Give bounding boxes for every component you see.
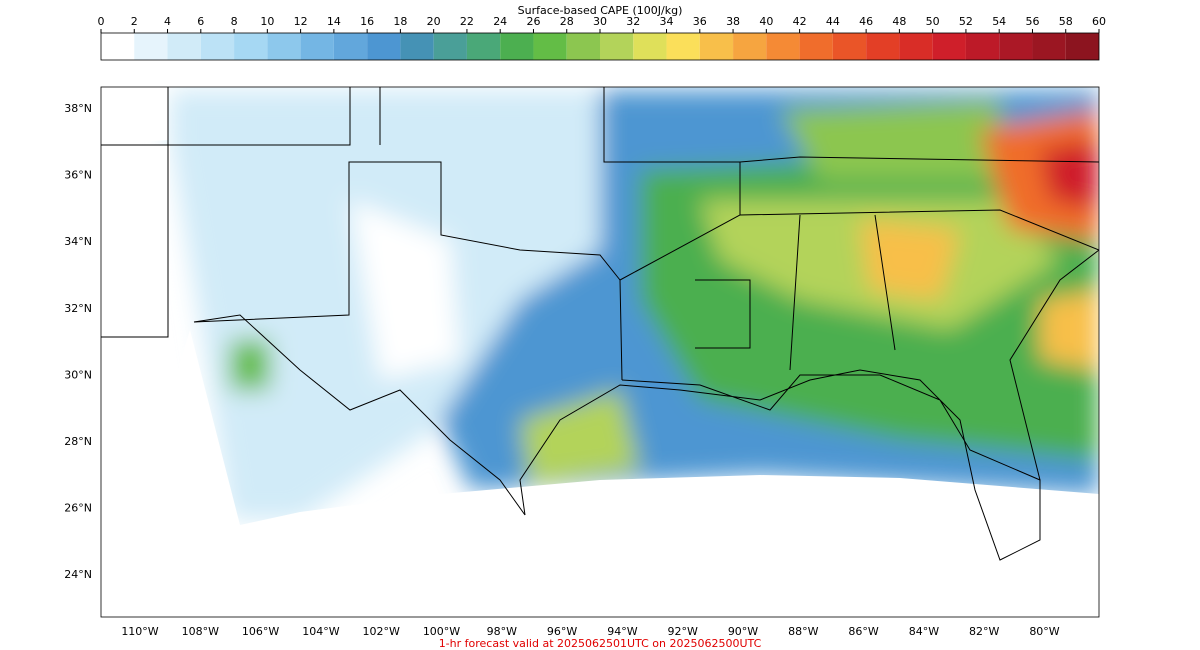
colorbar-tick-label: 14 — [327, 15, 341, 28]
map-frame — [100, 86, 1100, 618]
colorbar-bin — [500, 33, 534, 60]
colorbar-tick-label: 60 — [1092, 15, 1106, 28]
colorbar-tick-label: 28 — [560, 15, 574, 28]
axis-labels: 38°N 36°N 34°N 32°N 30°N 28°N 26°N 24°N 110°W 108… — [64, 102, 1060, 638]
colorbar-tick-label: 30 — [593, 15, 607, 28]
colorbar-tick-label: 34 — [660, 15, 674, 28]
lon-label: 98°W — [487, 625, 517, 638]
colorbar-tick-label: 18 — [393, 15, 407, 28]
colorbar-bin — [832, 33, 867, 60]
colorbar-tick-label: 12 — [294, 15, 308, 28]
colorbar-bin — [699, 33, 734, 60]
colorbar-tick-label: 20 — [427, 15, 441, 28]
lon-label: 108°W — [182, 625, 219, 638]
colorbar-tick-label: 50 — [926, 15, 940, 28]
map-field — [101, 87, 1099, 617]
colorbar-bin — [267, 33, 301, 60]
lon-label: 82°W — [969, 625, 999, 638]
colorbar-bin — [466, 33, 501, 60]
lon-label: 84°W — [909, 625, 939, 638]
colorbar-bin — [1032, 33, 1066, 60]
colorbar-bin — [999, 33, 1033, 60]
lon-label: 102°W — [363, 625, 400, 638]
colorbar-tick-label: 46 — [859, 15, 873, 28]
colorbar-tick-label: 10 — [260, 15, 274, 28]
colorbar-tick-label: 2 — [131, 15, 138, 28]
colorbar-bin — [766, 33, 800, 60]
colorbar-bin — [167, 33, 201, 60]
colorbar-tick-label: 48 — [892, 15, 906, 28]
colorbar-bin — [234, 33, 268, 60]
colorbar-tick-label: 0 — [98, 15, 105, 28]
lon-label: 86°W — [848, 625, 878, 638]
colorbar-title: Surface-based CAPE (100J/kg) — [518, 4, 683, 17]
lat-label: 34°N — [64, 235, 92, 248]
colorbar-tick-label: 6 — [197, 15, 204, 28]
lon-label: 92°W — [668, 625, 698, 638]
colorbar-tick-label: 44 — [826, 15, 840, 28]
colorbar-bin — [566, 33, 600, 60]
colorbar-bin — [1065, 33, 1099, 60]
colorbar-bin — [733, 33, 767, 60]
lat-label: 28°N — [64, 435, 92, 448]
colorbar-bin — [666, 33, 700, 60]
colorbar-bin — [932, 33, 966, 60]
colorbar-tick-label: 8 — [231, 15, 238, 28]
colorbar-bin — [333, 33, 368, 60]
lat-label: 36°N — [64, 169, 92, 182]
lon-label: 80°W — [1029, 625, 1059, 638]
colorbar-bin — [101, 33, 135, 60]
lat-label: 24°N — [64, 568, 92, 581]
lat-label: 38°N — [64, 102, 92, 115]
footer: 1-hr forecast valid at 2025062501UTC on … — [439, 637, 762, 650]
colorbar-tick-label: 52 — [959, 15, 973, 28]
colorbar-tick-label: 56 — [1025, 15, 1039, 28]
colorbar-tick-label: 40 — [759, 15, 773, 28]
colorbar-tick-label: 4 — [164, 15, 171, 28]
colorbar-bin — [633, 33, 667, 60]
colorbar-bin — [866, 33, 900, 60]
colorbar-bin — [400, 33, 434, 60]
colorbar-bin — [200, 33, 235, 60]
colorbar-tick-label: 54 — [992, 15, 1006, 28]
colorbar-bin — [367, 33, 401, 60]
lon-label: 100°W — [423, 625, 460, 638]
colorbar-tick-label: 58 — [1059, 15, 1073, 28]
colorbar-tick-label: 24 — [493, 15, 507, 28]
colorbar-bin — [300, 33, 334, 60]
lon-label: 106°W — [242, 625, 279, 638]
lat-label: 32°N — [64, 302, 92, 315]
colorbar-tick-label: 16 — [360, 15, 374, 28]
colorbar-tick-label: 38 — [726, 15, 740, 28]
lon-label: 90°W — [728, 625, 758, 638]
lon-label: 96°W — [547, 625, 577, 638]
lon-label: 94°W — [607, 625, 637, 638]
colorbar-tick-label: 42 — [793, 15, 807, 28]
colorbar-bin — [899, 33, 933, 60]
colorbar-tick-label: 22 — [460, 15, 474, 28]
lon-label: 110°W — [121, 625, 158, 638]
lon-label: 88°W — [788, 625, 818, 638]
lat-label: 30°N — [64, 368, 92, 381]
lon-label: 104°W — [302, 625, 339, 638]
colorbar-bin — [433, 33, 467, 60]
colorbar: 0 2 4 6 8 10 12 14 16 18 20 22 24 26 28 30 32 34 36 38 40 42 4… — [98, 15, 1106, 61]
colorbar-bin — [799, 33, 833, 60]
colorbar-bin — [965, 33, 1000, 60]
colorbar-bin — [134, 33, 168, 60]
colorbar-bin — [600, 33, 634, 60]
colorbar-tick-label: 26 — [526, 15, 540, 28]
colorbar-bin — [533, 33, 567, 60]
colorbar-tick-label: 36 — [693, 15, 707, 28]
colorbar-tick-label: 32 — [626, 15, 640, 28]
lat-label: 26°N — [64, 502, 92, 515]
